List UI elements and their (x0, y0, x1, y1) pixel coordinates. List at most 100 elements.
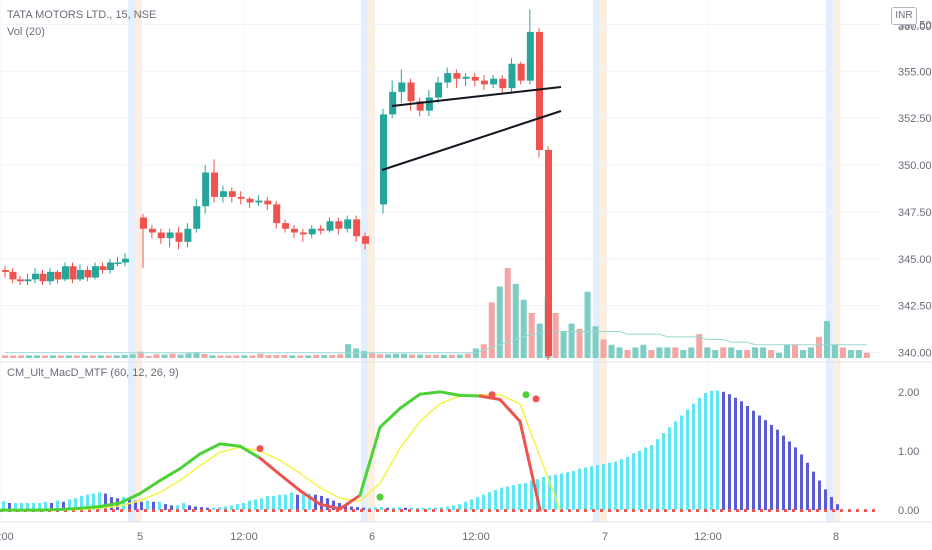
currency-badge[interactable]: INR (891, 7, 917, 25)
zero-line-dot (768, 509, 771, 513)
zero-line-dot (488, 509, 491, 513)
volume-bar (456, 354, 463, 358)
zero-line-dot (608, 509, 611, 513)
volume-bar (273, 355, 280, 358)
macd-histogram-bar (662, 433, 665, 511)
volume-bar (233, 355, 240, 358)
candle-body (175, 232, 183, 242)
volume-bar (632, 347, 639, 358)
candle-body (246, 198, 254, 203)
macd-histogram-bar (434, 507, 437, 511)
volume-bar (696, 334, 703, 358)
macd-line-segment (218, 442, 242, 448)
macd-histogram-bar (482, 494, 485, 511)
macd-histogram-bar (764, 420, 767, 511)
macd-histogram-bar (86, 494, 89, 511)
zero-line-dot (792, 509, 795, 513)
zero-line-dot (456, 509, 459, 513)
macd-histogram-bar (236, 504, 239, 511)
zero-line-dot (328, 509, 331, 513)
trendline-lower (381, 110, 562, 171)
macd-histogram-bar (308, 493, 311, 511)
volume-bar (257, 353, 264, 358)
candle-body (9, 271, 17, 280)
candle-body (344, 219, 352, 229)
macd-line-segment (178, 452, 202, 471)
volume-bar (424, 354, 431, 358)
macd-histogram-bar (230, 505, 233, 511)
macd-histogram-bar (740, 401, 743, 511)
macd-histogram-bar (614, 461, 617, 511)
macd-histogram-bar (428, 507, 431, 511)
candle-body (273, 204, 281, 224)
macd-histogram-bar (674, 421, 677, 511)
volume-indicator-label: Vol (20) (7, 26, 45, 38)
macd-histogram-bar (818, 480, 821, 511)
candle-body (407, 82, 415, 102)
macd-histogram-bar (134, 500, 137, 511)
macd-histogram-bar (8, 502, 11, 511)
session-band (128, 0, 135, 522)
volume-bar (49, 355, 56, 358)
zero-line-dot (312, 509, 315, 513)
symbol-title: TATA MOTORS LTD., 15, NSE (7, 9, 157, 21)
macd-histogram-bar (290, 492, 293, 511)
macd-line-segment (358, 425, 382, 497)
macd-histogram-bar (494, 489, 497, 511)
macd-line-segment (498, 398, 522, 423)
volume-bar (432, 354, 439, 358)
candle-body (326, 221, 334, 231)
zero-line-dot (384, 509, 387, 513)
volume-bar (25, 355, 32, 358)
macd-histogram-bar (752, 410, 755, 511)
macd-histogram-bar (242, 502, 245, 511)
macd-histogram-bar (686, 409, 689, 511)
macd-histogram-bar (392, 507, 395, 511)
macd-histogram-bar (362, 507, 365, 511)
macd-histogram-bar (2, 501, 5, 511)
macd-histogram-bar (560, 473, 563, 511)
volume-bar (337, 354, 344, 358)
volume-bar (504, 268, 511, 358)
price-axis-label: 355.00 (898, 66, 932, 78)
macd-histogram-bar (140, 501, 143, 511)
volume-bar (73, 355, 80, 358)
macd-histogram-bar (44, 501, 47, 511)
macd-line-segment (258, 456, 282, 477)
zero-line-dot (336, 509, 339, 513)
session-band (361, 0, 368, 522)
candle-body (353, 219, 361, 237)
macd-histogram-bar (404, 507, 407, 511)
candle-body (362, 236, 369, 244)
macd-histogram-bar (542, 476, 545, 511)
macd-histogram-bar (830, 497, 833, 511)
macd-histogram-bar (56, 500, 59, 511)
candle-body (290, 228, 298, 233)
macd-histogram-bar (650, 445, 653, 511)
zero-line-dot (224, 509, 227, 513)
volume-bar (712, 350, 719, 358)
zero-line-dot (616, 509, 619, 513)
macd-histogram-bar (266, 495, 269, 511)
volume-bar (401, 353, 407, 358)
time-axis-label: 8 (833, 531, 839, 543)
volume-bar (377, 354, 384, 358)
candle-body (335, 221, 343, 229)
candle-body (39, 273, 47, 282)
macd-histogram-bar (794, 447, 797, 511)
zero-line-dot (168, 509, 171, 513)
macd-histogram-bar (620, 459, 623, 511)
volume-bar (41, 355, 48, 358)
macd-line-segment (98, 501, 122, 509)
macd-histogram-bar (50, 502, 53, 511)
macd-histogram-bar (578, 468, 581, 511)
zero-line-dot (288, 509, 291, 513)
macd-histogram-bar (746, 406, 749, 511)
macd-histogram-bar (788, 441, 791, 511)
volume-bar (776, 352, 783, 358)
macd-histogram-bar (692, 403, 695, 511)
zero-line-dot (720, 509, 723, 513)
macd-histogram-bar (722, 391, 725, 511)
macd-histogram-bar (800, 454, 803, 511)
